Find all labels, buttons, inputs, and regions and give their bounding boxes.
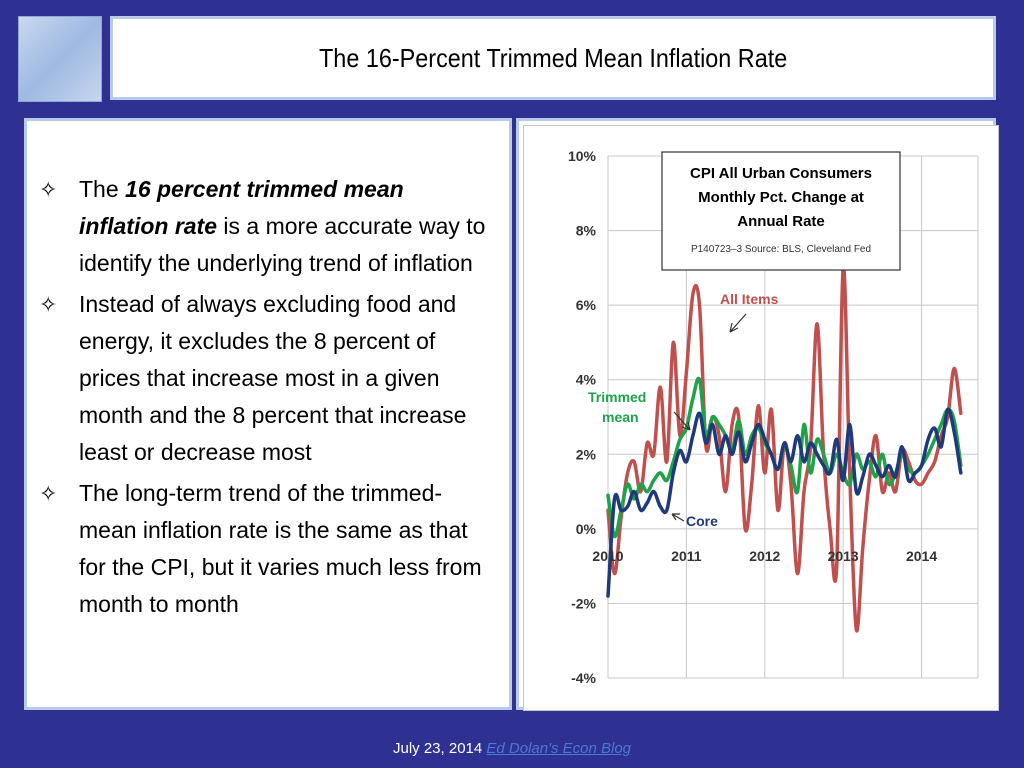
y-tick-label: 10%: [568, 148, 597, 164]
all-items-label: All Items: [720, 291, 779, 307]
x-tick-label: 2011: [671, 548, 702, 564]
bullet-item: ✧ Instead of always excluding food and en…: [37, 286, 499, 471]
bullet-list: ✧ The 16 percent trimmed mean inflation r…: [27, 121, 509, 623]
bullet-text: Instead of always excluding food and ene…: [79, 291, 467, 465]
core-line: [606, 407, 963, 598]
star-bullet-icon: ✧: [39, 177, 58, 202]
x-tick-label: 2013: [828, 548, 859, 564]
trimmed-mean-label-line2: mean: [602, 409, 639, 425]
trimmed-mean-arrow-icon: [673, 411, 691, 431]
bullet-item: ✧ The long-term trend of the trimmed-mean…: [37, 475, 499, 623]
footer: July 23, 2014 Ed Dolan's Econ Blog: [0, 740, 1024, 757]
y-tick-label: 8%: [576, 223, 597, 239]
star-bullet-icon: ✧: [39, 292, 58, 317]
y-tick-label: 4%: [576, 372, 597, 388]
trimmed-mean-label-line1: Trimmed: [588, 389, 646, 405]
y-tick-label: 6%: [576, 297, 597, 313]
bullet-text: The long-term trend of the trimmed-mean …: [79, 480, 482, 617]
footer-blog-link[interactable]: Ed Dolan's Econ Blog: [486, 740, 632, 757]
y-tick-label: -4%: [571, 670, 596, 686]
x-tick-label: 2010: [592, 548, 623, 564]
core-arrow-icon: [671, 513, 685, 522]
slide-title-box: The 16-Percent Trimmed Mean Inflation Ra…: [110, 16, 996, 100]
bullet-item: ✧ The 16 percent trimmed mean inflation r…: [37, 171, 499, 282]
blog-logo-image: [18, 16, 102, 102]
text-panel: ✧ The 16 percent trimmed mean inflation r…: [24, 118, 512, 710]
chart-frame: -4% -2% 0% 2% 4% 6% 8% 10% 2010 2011 2012 2013 2014 C…: [523, 125, 999, 711]
chart-panel: -4% -2% 0% 2% 4% 6% 8% 10% 2010 2011 2012 2013 2014 C…: [516, 118, 999, 711]
inflation-line-chart: -4% -2% 0% 2% 4% 6% 8% 10% 2010 2011 2012 2013 2014 C…: [568, 148, 979, 686]
y-tick-label: 2%: [576, 446, 597, 462]
all-items-line: [606, 265, 963, 633]
x-tick-label: 2012: [749, 548, 780, 564]
core-label: Core: [686, 513, 718, 529]
y-tick-label: -2%: [571, 595, 596, 611]
chart-title-line: Monthly Pct. Change at: [698, 189, 864, 206]
footer-date: July 23, 2014: [392, 740, 483, 757]
slide-title: The 16-Percent Trimmed Mean Inflation Ra…: [318, 42, 788, 73]
bullet-emphasis: 16 percent trimmed mean inflation rate: [79, 176, 404, 239]
x-tick-label: 2014: [906, 548, 937, 564]
bullet-text-end: is a more accurate way to identify the u…: [79, 213, 486, 276]
all-items-arrow-icon: [729, 313, 747, 333]
chart-title-line: Annual Rate: [737, 213, 825, 230]
chart-source-note: P140723–3 Source: BLS, Cleveland Fed: [691, 244, 871, 255]
star-bullet-icon: ✧: [39, 481, 58, 506]
chart-title-box: [661, 151, 901, 271]
y-tick-label: 0%: [576, 521, 597, 537]
chart-title-line: CPI All Urban Consumers: [690, 165, 872, 182]
bullet-text: The: [79, 176, 126, 202]
